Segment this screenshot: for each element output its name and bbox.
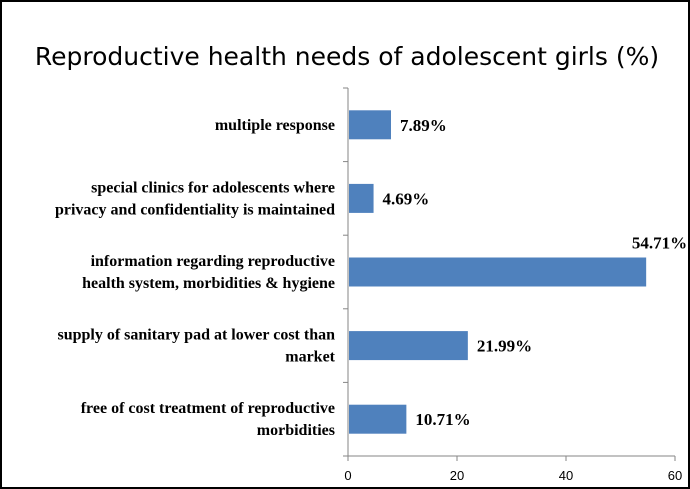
category-label: special clinics for adolescents where [91, 179, 335, 196]
data-label: 7.89% [400, 116, 447, 135]
category-label: free of cost treatment of reproductive [81, 400, 335, 417]
x-tick-label: 40 [559, 468, 573, 483]
category-label: information regarding reproductive [91, 253, 335, 270]
x-axis-ticks: 0 20 40 60 [344, 456, 682, 483]
data-label: 10.71% [415, 410, 470, 429]
chart-axes [343, 87, 675, 457]
category-labels: multiple response special clinics for ado… [55, 117, 336, 439]
data-labels: 7.89% 4.69% 54.71% 21.99% 10.71% [383, 116, 688, 429]
bar [349, 257, 647, 287]
chart-bars [349, 110, 647, 434]
category-label: market [285, 349, 335, 366]
category-label: morbidities [257, 422, 335, 439]
x-tick-label: 60 [668, 468, 682, 483]
category-label: multiple response [215, 117, 335, 134]
x-tick-label: 20 [450, 468, 464, 483]
bar [349, 183, 374, 213]
bar [349, 331, 468, 361]
chart-title: Reproductive health needs of adolescent … [35, 42, 659, 71]
data-label: 21.99% [477, 337, 532, 356]
bar [349, 404, 407, 434]
category-label: health system, morbidities & hygiene [82, 275, 335, 292]
x-tick-label: 0 [344, 468, 351, 483]
category-label: supply of sanitary pad at lower cost tha… [57, 327, 335, 344]
bar [349, 110, 392, 140]
data-label: 4.69% [383, 189, 430, 208]
data-label: 54.71% [632, 234, 687, 253]
category-label: privacy and confidentiality is maintaine… [55, 201, 335, 218]
